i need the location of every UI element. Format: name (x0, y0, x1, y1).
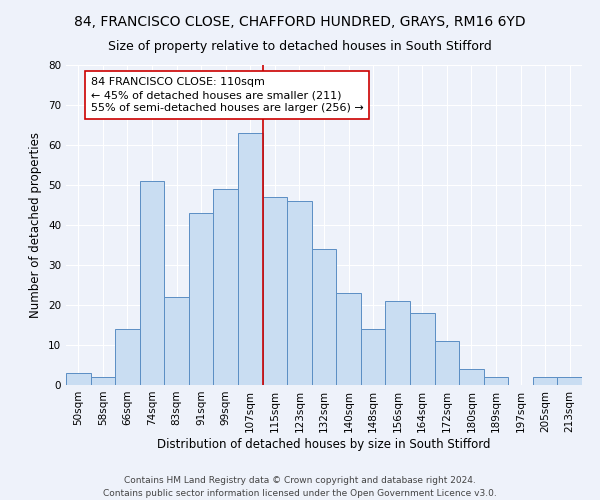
Bar (361, 329, 385, 385)
Bar (312, 249, 336, 385)
Bar (66, 373, 91, 385)
Bar (385, 301, 410, 385)
Bar (91, 377, 115, 385)
Bar (557, 377, 582, 385)
Bar (459, 369, 484, 385)
Bar (238, 133, 263, 385)
Text: 84, FRANCISCO CLOSE, CHAFFORD HUNDRED, GRAYS, RM16 6YD: 84, FRANCISCO CLOSE, CHAFFORD HUNDRED, G… (74, 15, 526, 29)
Bar (336, 293, 361, 385)
Bar (214, 189, 238, 385)
Bar (189, 213, 214, 385)
Bar (533, 377, 557, 385)
Y-axis label: Number of detached properties: Number of detached properties (29, 132, 43, 318)
Bar (287, 201, 312, 385)
Bar (410, 313, 434, 385)
Bar (140, 181, 164, 385)
X-axis label: Distribution of detached houses by size in South Stifford: Distribution of detached houses by size … (157, 438, 491, 450)
Bar (263, 197, 287, 385)
Bar (484, 377, 508, 385)
Text: Contains HM Land Registry data © Crown copyright and database right 2024.
Contai: Contains HM Land Registry data © Crown c… (103, 476, 497, 498)
Bar (115, 329, 140, 385)
Text: Size of property relative to detached houses in South Stifford: Size of property relative to detached ho… (108, 40, 492, 53)
Bar (434, 341, 459, 385)
Bar (164, 297, 189, 385)
Text: 84 FRANCISCO CLOSE: 110sqm
← 45% of detached houses are smaller (211)
55% of sem: 84 FRANCISCO CLOSE: 110sqm ← 45% of deta… (91, 77, 364, 114)
